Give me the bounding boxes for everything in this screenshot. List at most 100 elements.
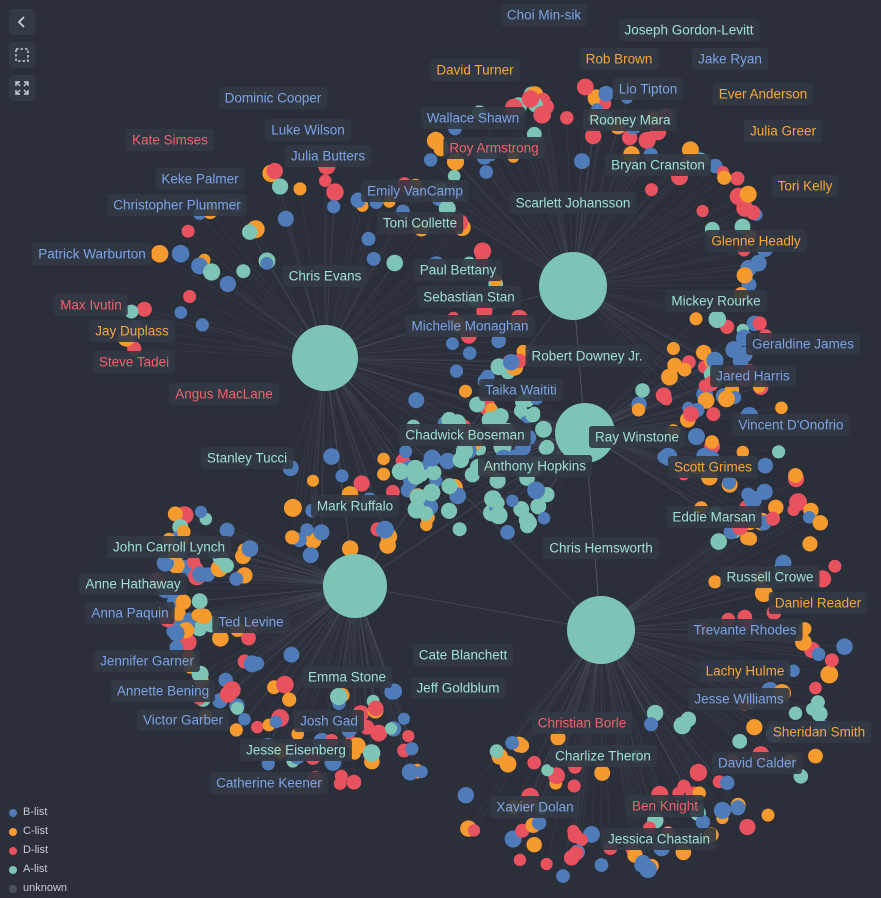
- person-node-d-list[interactable]: [577, 79, 594, 96]
- person-label-angus-maclane[interactable]: Angus MacLane: [169, 383, 279, 405]
- person-label-lio-tipton[interactable]: Lio Tipton: [613, 78, 684, 100]
- person-node-a-list[interactable]: [789, 707, 802, 720]
- person-node-d-list[interactable]: [564, 850, 579, 865]
- person-label-ben-knight[interactable]: Ben Knight: [626, 795, 704, 817]
- person-label-joseph-gordon-levitt[interactable]: Joseph Gordon-Levitt: [619, 19, 760, 41]
- person-label-sebastian-stan[interactable]: Sebastian Stan: [417, 286, 521, 308]
- person-label-luke-wilson[interactable]: Luke Wilson: [265, 119, 351, 141]
- person-node-b-list[interactable]: [270, 716, 283, 729]
- person-node-b-list[interactable]: [172, 245, 190, 263]
- person-node-a-list[interactable]: [236, 264, 250, 278]
- person-node-b-list[interactable]: [399, 445, 412, 458]
- person-label-ted-levine[interactable]: Ted Levine: [212, 611, 289, 633]
- legend-item-d-list[interactable]: D-list: [9, 841, 67, 860]
- person-node-a-list[interactable]: [192, 593, 208, 609]
- person-label-anne-hathaway[interactable]: Anne Hathaway: [79, 573, 186, 595]
- person-node-d-list[interactable]: [522, 90, 539, 107]
- person-node-b-list[interactable]: [196, 318, 209, 331]
- back-button[interactable]: [9, 9, 35, 35]
- person-node-d-list[interactable]: [683, 406, 699, 422]
- person-node-b-list[interactable]: [730, 800, 745, 815]
- person-node-a-list[interactable]: [539, 442, 551, 454]
- person-node-a-list[interactable]: [386, 255, 403, 272]
- person-node-b-list[interactable]: [720, 776, 734, 790]
- person-node-b-list[interactable]: [458, 787, 474, 803]
- person-node-b-list[interactable]: [595, 858, 609, 872]
- person-label-scott-grimes[interactable]: Scott Grimes: [668, 456, 758, 478]
- person-node-c-list[interactable]: [813, 515, 828, 530]
- person-node-d-list[interactable]: [468, 824, 480, 836]
- person-node-c-list[interactable]: [740, 186, 757, 203]
- person-node-a-list[interactable]: [732, 734, 747, 749]
- hub-label-chris-hemsworth[interactable]: Chris Hemsworth: [543, 537, 659, 559]
- person-node-c-list[interactable]: [808, 749, 823, 764]
- person-node-a-list[interactable]: [407, 460, 424, 477]
- person-node-d-list[interactable]: [183, 290, 196, 303]
- person-label-jake-ryan[interactable]: Jake Ryan: [692, 48, 768, 70]
- person-label-choi-min-sik[interactable]: Choi Min-sik: [501, 4, 587, 26]
- person-label-jennifer-garner[interactable]: Jennifer Garner: [94, 650, 200, 672]
- person-label-dominic-cooper[interactable]: Dominic Cooper: [219, 87, 328, 109]
- hub-node-mark-ruffalo[interactable]: [323, 554, 387, 618]
- person-node-a-list[interactable]: [525, 408, 540, 423]
- person-node-b-list[interactable]: [362, 232, 376, 246]
- person-node-d-list[interactable]: [560, 111, 573, 124]
- person-node-d-list[interactable]: [575, 834, 588, 847]
- person-node-b-list[interactable]: [538, 512, 551, 525]
- person-node-c-list[interactable]: [307, 475, 319, 487]
- person-label-david-calder[interactable]: David Calder: [712, 752, 802, 774]
- person-label-keke-palmer[interactable]: Keke Palmer: [155, 168, 244, 190]
- person-node-a-list[interactable]: [231, 702, 244, 715]
- person-label-toni-collette[interactable]: Toni Collette: [377, 212, 463, 234]
- person-node-a-list[interactable]: [519, 512, 535, 528]
- person-node-c-list[interactable]: [802, 536, 817, 551]
- person-node-b-list[interactable]: [639, 860, 657, 878]
- person-node-d-list[interactable]: [568, 780, 581, 793]
- person-node-c-list[interactable]: [192, 609, 205, 622]
- person-node-b-list[interactable]: [479, 165, 493, 179]
- person-label-john-carroll-lynch[interactable]: John Carroll Lynch: [107, 536, 231, 558]
- person-node-a-list[interactable]: [426, 465, 441, 480]
- person-node-a-list[interactable]: [330, 688, 347, 705]
- person-label-josh-gad[interactable]: Josh Gad: [294, 710, 364, 732]
- person-label-mickey-rourke[interactable]: Mickey Rourke: [665, 290, 766, 312]
- person-node-d-list[interactable]: [739, 819, 755, 835]
- person-node-d-list[interactable]: [137, 302, 152, 317]
- person-node-b-list[interactable]: [238, 713, 251, 726]
- person-node-c-list[interactable]: [788, 468, 803, 483]
- person-label-daniel-reader[interactable]: Daniel Reader: [769, 592, 867, 614]
- person-node-b-list[interactable]: [313, 524, 329, 540]
- person-node-a-list[interactable]: [635, 383, 649, 397]
- person-label-david-turner[interactable]: David Turner: [430, 59, 519, 81]
- person-label-jessica-chastain[interactable]: Jessica Chastain: [602, 828, 716, 850]
- person-node-b-list[interactable]: [242, 540, 259, 557]
- person-label-max-ivutin[interactable]: Max Ivutin: [54, 294, 128, 316]
- person-node-a-list[interactable]: [484, 490, 502, 508]
- person-label-charlize-theron[interactable]: Charlize Theron: [549, 745, 657, 767]
- person-node-a-list[interactable]: [410, 489, 427, 506]
- person-node-a-list[interactable]: [242, 224, 258, 240]
- person-node-b-list[interactable]: [696, 815, 710, 829]
- person-node-d-list[interactable]: [730, 172, 744, 186]
- person-node-b-list[interactable]: [402, 764, 419, 781]
- person-node-d-list[interactable]: [828, 560, 841, 573]
- person-node-a-list[interactable]: [453, 522, 467, 536]
- person-node-a-list[interactable]: [219, 558, 234, 573]
- marquee-select-button[interactable]: [9, 42, 35, 68]
- person-label-christian-borle[interactable]: Christian Borle: [532, 712, 633, 734]
- person-node-b-list[interactable]: [244, 655, 261, 672]
- person-label-ever-anderson[interactable]: Ever Anderson: [713, 83, 814, 105]
- person-label-taika-waititi[interactable]: Taika Waititi: [479, 379, 563, 401]
- person-node-c-list[interactable]: [377, 453, 389, 465]
- person-node-c-list[interactable]: [594, 765, 610, 781]
- person-node-b-list[interactable]: [812, 648, 826, 662]
- person-label-kate-simses[interactable]: Kate Simses: [126, 129, 214, 151]
- legend-item-a-list[interactable]: A-list: [9, 860, 67, 879]
- person-node-d-list[interactable]: [809, 682, 822, 695]
- person-node-d-list[interactable]: [319, 175, 331, 187]
- person-node-d-list[interactable]: [825, 653, 839, 667]
- person-node-d-list[interactable]: [690, 764, 707, 781]
- person-node-c-list[interactable]: [377, 468, 390, 481]
- person-node-a-list[interactable]: [441, 503, 457, 519]
- person-node-b-list[interactable]: [503, 354, 519, 370]
